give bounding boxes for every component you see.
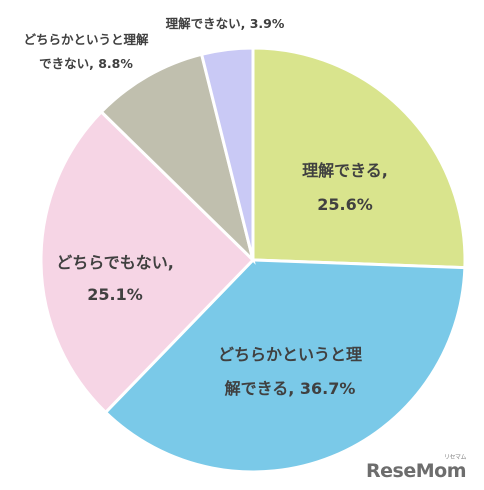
slice-neutral-label: どちらでもない, 25.1% <box>56 253 174 304</box>
slice-somewhat-not-understand-label: どちらかというと理解できない, 8.8% <box>23 32 149 71</box>
logo-small-text: リセマム <box>443 454 467 461</box>
logo-text: ReseMom <box>366 460 466 482</box>
slice-neutral <box>39 109 256 415</box>
slice-understand-label: 理解できる, 25.6% <box>302 161 388 214</box>
slice-not-understand <box>199 46 255 261</box>
slice-somewhat-understand-label: どちらかというと理解できる, 36.7% <box>218 345 362 398</box>
resemom-logo: ReseMom リセマム <box>366 454 466 482</box>
slice-somewhat-understand <box>103 258 467 474</box>
slice-understand <box>251 46 467 270</box>
slice-somewhat-not-understand <box>99 52 256 265</box>
slice-not-understand-label: 理解できない, 3.9% <box>166 16 285 31</box>
